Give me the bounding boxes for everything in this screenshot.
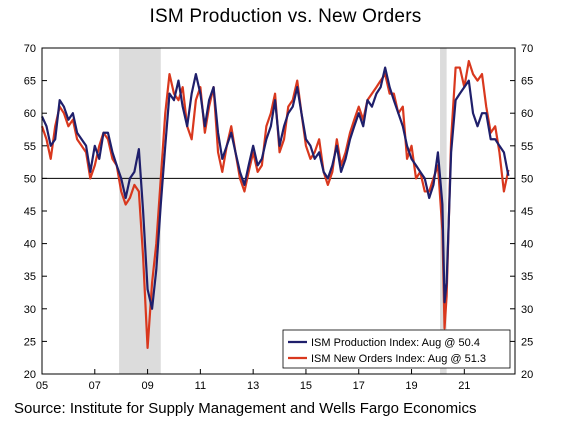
y-tick-label-right: 25 (521, 336, 533, 348)
y-tick-label-left: 25 (24, 336, 36, 348)
y-tick-label-right: 40 (521, 239, 533, 251)
y-tick-label-left: 30 (24, 304, 36, 316)
series-lines (40, 59, 510, 350)
legend-label-new-orders: ISM New Orders Index: Aug @ 51.3 (311, 353, 486, 365)
y-tick-label-right: 70 (521, 43, 533, 55)
y-tick-label-left: 35 (24, 271, 36, 283)
y-tick-label-right: 45 (521, 206, 533, 218)
source-note: Source: Institute for Supply Management … (14, 400, 477, 417)
production-line (41, 66, 510, 310)
x-tick-label: 11 (195, 380, 206, 392)
chart-title: ISM Production vs. New Orders (149, 6, 422, 27)
x-tick-label: 17 (353, 380, 365, 392)
x-tick-label: 15 (300, 380, 312, 392)
legend: ISM Production Index: Aug @ 50.4 ISM New … (282, 329, 511, 369)
y-tick-label-right: 65 (521, 76, 533, 88)
x-tick-label: 09 (141, 380, 153, 392)
x-tick-label: 07 (89, 380, 101, 392)
y-tick-label-left: 50 (24, 173, 36, 185)
y-tick-label-left: 55 (24, 141, 36, 153)
legend-box (282, 329, 511, 369)
y-tick-label-right: 30 (521, 304, 533, 316)
y-tick-label-right: 55 (521, 141, 533, 153)
y-tick-label-right: 50 (521, 173, 533, 185)
x-tick-label: 19 (405, 380, 417, 392)
y-tick-label-right: 20 (521, 369, 533, 381)
y-tick-label-left: 65 (24, 76, 36, 88)
y-tick-label-left: 60 (24, 108, 36, 120)
x-tick-label: 05 (36, 380, 48, 392)
x-tick-label: 21 (458, 380, 470, 392)
legend-label-production: ISM Production Index: Aug @ 50.4 (311, 337, 480, 349)
y-tick-label-left: 40 (24, 239, 36, 251)
y-tick-label-left: 20 (24, 369, 36, 381)
y-tick-label-left: 70 (24, 43, 36, 55)
axes: 20 20 25 25 30 30 35 35 40 40 45 45 50 50 55 55 60 60 65 65… (24, 43, 534, 392)
y-tick-label-right: 60 (521, 108, 533, 120)
y-tick-label-left: 45 (24, 206, 36, 218)
x-tick-label: 13 (247, 380, 259, 392)
y-tick-label-right: 35 (521, 271, 533, 283)
